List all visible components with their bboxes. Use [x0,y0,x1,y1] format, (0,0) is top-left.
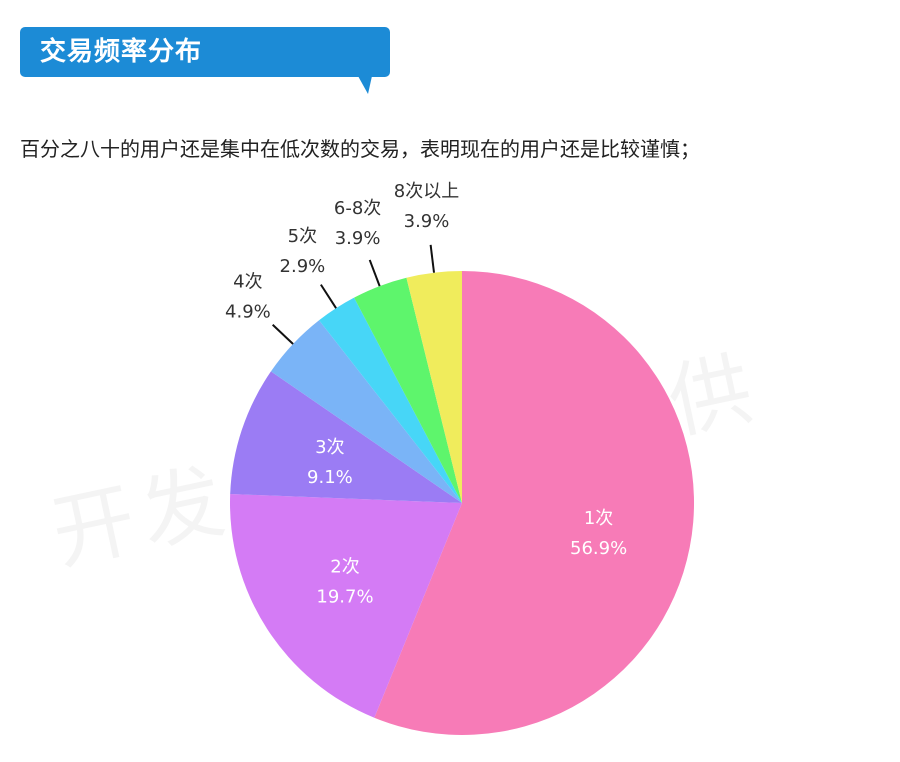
pie-slice-6-8 [354,277,462,503]
pie-slice-1 [374,271,695,735]
slice-label-1: 1次 [584,508,613,529]
pie-slice-4 [270,320,462,503]
section-title-banner: 交易频率分布 [20,27,390,77]
slice-value-3: 9.1% [307,467,353,488]
slice-value-4: 4.9% [225,302,271,323]
section-title: 交易频率分布 [40,37,203,67]
chart-description: 百分之八十的用户还是集中在低次数的交易，表明现在的用户还是比较谨慎； [20,137,700,161]
pie-slice-above-8 [406,271,462,503]
slice-label-5: 5次 [288,226,317,247]
pie-slice-5 [319,297,462,503]
slice-label-6-8: 6-8次 [334,198,381,219]
slice-label-2: 2次 [330,556,359,577]
slice-value-1: 56.9% [570,538,627,559]
pie-slice-2 [229,494,462,718]
slice-value-5: 2.9% [280,256,326,277]
slice-value-2: 19.7% [316,586,373,607]
slice-value-above-8: 3.9% [404,211,450,232]
pie-slice-3 [230,371,462,503]
slice-label-4: 4次 [233,272,262,293]
leader-line-4 [271,324,294,345]
slice-label-above-8: 8次以上 [394,181,459,202]
slice-value-6-8: 3.9% [335,228,381,249]
leader-line-6-8 [368,259,381,287]
leader-line-above-8 [429,244,436,273]
title-banner-pointer [358,76,372,94]
slice-label-3: 3次 [315,437,344,458]
leader-line-5 [320,284,337,309]
